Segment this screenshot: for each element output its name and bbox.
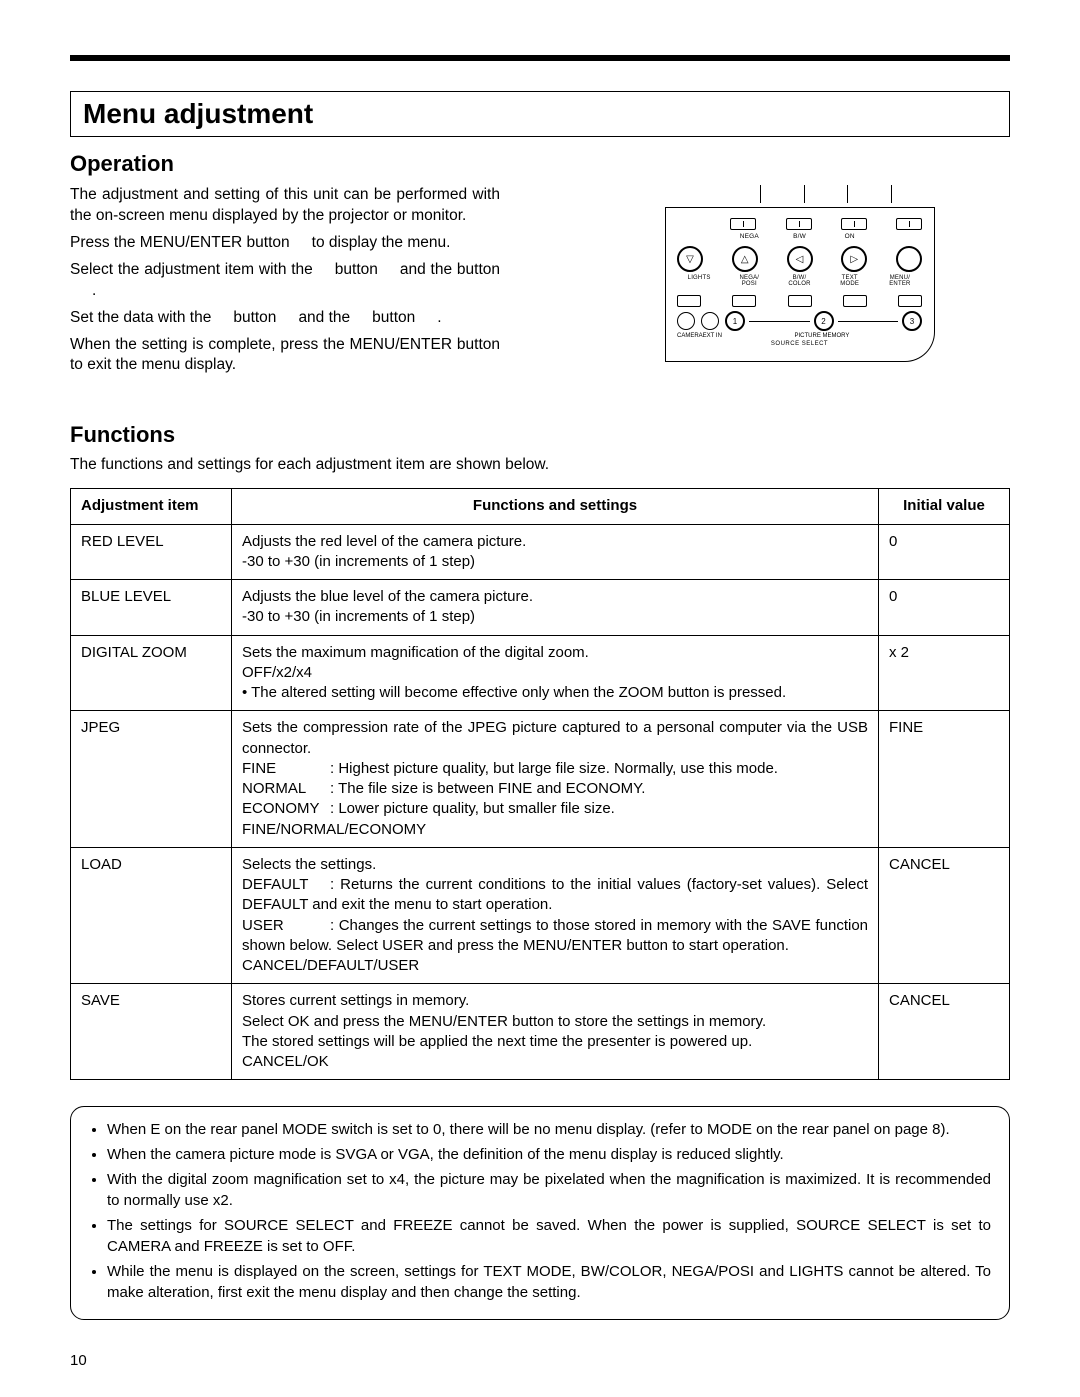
cell-val: CANCEL xyxy=(879,984,1010,1080)
notes-list: When E on the rear panel MODE switch is … xyxy=(89,1119,991,1303)
cell-desc: Adjusts the blue level of the camera pic… xyxy=(232,580,879,636)
table-row: RED LEVELAdjusts the red level of the ca… xyxy=(71,524,1010,580)
operation-row: The adjustment and setting of this unit … xyxy=(70,185,1010,382)
panel-diagram: NEGA B/W ON ▽ △ ◁ ▷ LIGHTS xyxy=(590,185,1010,362)
functions-table: Adjustment item Functions and settings I… xyxy=(70,488,1010,1080)
cell-item: RED LEVEL xyxy=(71,524,232,580)
cell-item: DIGITAL ZOOM xyxy=(71,635,232,711)
note-item: When E on the rear panel MODE switch is … xyxy=(107,1119,991,1140)
cell-val: 0 xyxy=(879,524,1010,580)
note-item: With the digital zoom magnification set … xyxy=(107,1169,991,1211)
note-item: While the menu is displayed on the scree… xyxy=(107,1261,991,1303)
cell-desc: Adjusts the red level of the camera pict… xyxy=(232,524,879,580)
page-number: 10 xyxy=(70,1352,87,1369)
table-row: SAVEStores current settings in memory. S… xyxy=(71,984,1010,1080)
indicator-icon xyxy=(786,218,812,230)
cell-item: SAVE xyxy=(71,984,232,1080)
rect-button-icon xyxy=(732,295,756,307)
cell-val: FINE xyxy=(879,711,1010,848)
left-button[interactable]: ◁ xyxy=(787,246,813,272)
functions-intro: The functions and settings for each adju… xyxy=(70,456,1010,474)
cell-desc: Sets the maximum magnification of the di… xyxy=(232,635,879,711)
op-p3: Select the adjustment item with thebutto… xyxy=(70,260,500,302)
cell-item: JPEG xyxy=(71,711,232,848)
note-item: When the camera picture mode is SVGA or … xyxy=(107,1144,991,1165)
picture-memory-1-button[interactable]: 1 xyxy=(725,311,745,331)
menu-enter-button[interactable] xyxy=(896,246,922,272)
th-item: Adjustment item xyxy=(71,489,232,524)
op-p1: The adjustment and setting of this unit … xyxy=(70,185,500,227)
th-val: Initial value xyxy=(879,489,1010,524)
right-button[interactable]: ▷ xyxy=(841,246,867,272)
functions-heading: Functions xyxy=(70,422,1010,448)
page-title: Menu adjustment xyxy=(83,98,997,130)
indicator-icon xyxy=(896,218,922,230)
rect-button-icon xyxy=(677,295,701,307)
operation-heading: Operation xyxy=(70,151,1010,177)
table-row: BLUE LEVELAdjusts the blue level of the … xyxy=(71,580,1010,636)
up-button[interactable]: △ xyxy=(732,246,758,272)
table-row: DIGITAL ZOOMSets the maximum magnificati… xyxy=(71,635,1010,711)
page: Menu adjustment Operation The adjustment… xyxy=(0,0,1080,1397)
title-box: Menu adjustment xyxy=(70,91,1010,137)
op-p5: When the setting is complete, press the … xyxy=(70,335,500,377)
cell-desc: Selects the settings.DEFAULT: Returns th… xyxy=(232,847,879,984)
cell-item: BLUE LEVEL xyxy=(71,580,232,636)
cell-item: LOAD xyxy=(71,847,232,984)
notes-box: When E on the rear panel MODE switch is … xyxy=(70,1106,1010,1320)
cell-val: CANCEL xyxy=(879,847,1010,984)
rect-button-icon xyxy=(788,295,812,307)
cell-val: x 2 xyxy=(879,635,1010,711)
cell-desc: Sets the compression rate of the JPEG pi… xyxy=(232,711,879,848)
table-row: LOADSelects the settings.DEFAULT: Return… xyxy=(71,847,1010,984)
picture-memory-2-button[interactable]: 2 xyxy=(814,311,834,331)
table-row: JPEGSets the compression rate of the JPE… xyxy=(71,711,1010,848)
rect-button-icon xyxy=(898,295,922,307)
op-p4: Set the data with thebuttonand thebutton… xyxy=(70,308,500,329)
cell-desc: Stores current settings in memory. Selec… xyxy=(232,984,879,1080)
th-desc: Functions and settings xyxy=(232,489,879,524)
picture-memory-3-button[interactable]: 3 xyxy=(902,311,922,331)
op-p2: Press the MENU/ENTER buttonto display th… xyxy=(70,233,500,254)
operation-text: The adjustment and setting of this unit … xyxy=(70,185,500,382)
extin-button[interactable] xyxy=(701,312,719,330)
indicator-icon xyxy=(841,218,867,230)
indicator-icon xyxy=(730,218,756,230)
top-rule xyxy=(70,55,1010,61)
cell-val: 0 xyxy=(879,580,1010,636)
note-item: The settings for SOURCE SELECT and FREEZ… xyxy=(107,1215,991,1257)
camera-button[interactable] xyxy=(677,312,695,330)
source-select-label: SOURCE SELECT xyxy=(677,341,922,347)
rect-button-icon xyxy=(843,295,867,307)
down-button[interactable]: ▽ xyxy=(677,246,703,272)
